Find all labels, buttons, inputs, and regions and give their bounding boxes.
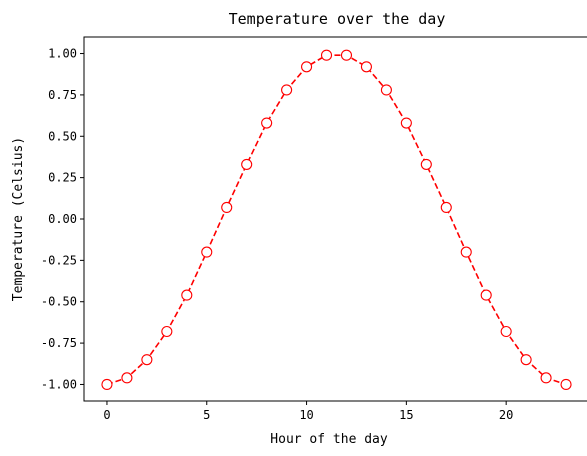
data-point xyxy=(520,354,532,366)
data-point xyxy=(500,325,512,338)
x-axis: 0 5 10 15 20 xyxy=(103,401,513,422)
data-point xyxy=(460,246,472,258)
y-axis-label: Temperature (Celsius) xyxy=(11,137,26,301)
data-point xyxy=(241,158,253,170)
data-point xyxy=(261,117,273,129)
x-tick-label: 15 xyxy=(399,408,413,422)
data-point xyxy=(380,84,392,96)
plot-area xyxy=(101,49,572,391)
data-point xyxy=(420,158,432,170)
data-point xyxy=(141,354,153,366)
y-tick-label: 0.00 xyxy=(48,212,77,226)
data-point xyxy=(540,372,552,384)
data-point xyxy=(221,201,233,213)
plot-frame xyxy=(83,36,587,402)
data-point xyxy=(440,201,452,213)
y-tick-label: 1.00 xyxy=(48,47,77,61)
data-point xyxy=(400,117,412,129)
data-point xyxy=(560,378,572,391)
y-tick-label: 0.75 xyxy=(48,88,77,102)
x-axis-label: Hour of the day xyxy=(270,432,388,447)
data-point xyxy=(281,84,293,96)
y-tick-label: -0.25 xyxy=(41,253,77,267)
y-tick-label: 0.50 xyxy=(48,129,77,143)
y-axis: -1.00 -0.75 -0.50 -0.25 0.00 0.25 0.50 0.75 1.00 xyxy=(41,47,84,391)
data-point xyxy=(181,289,193,301)
series-line xyxy=(106,54,567,386)
y-tick-label: -0.50 xyxy=(41,295,77,309)
y-tick-label: -1.00 xyxy=(41,377,77,391)
data-point xyxy=(101,378,113,391)
chart-title: Temperature over the day xyxy=(229,10,446,28)
data-point xyxy=(480,289,492,301)
x-tick-label: 5 xyxy=(203,408,210,422)
data-point xyxy=(360,61,372,73)
data-point xyxy=(320,49,333,61)
y-tick-label: -0.75 xyxy=(41,336,77,350)
x-tick-label: 0 xyxy=(103,408,110,422)
data-point xyxy=(161,325,173,338)
data-point xyxy=(121,372,133,384)
data-point xyxy=(201,246,213,258)
y-tick-label: 0.25 xyxy=(48,171,77,185)
data-point xyxy=(301,61,313,73)
x-tick-label: 20 xyxy=(499,408,513,422)
x-tick-label: 10 xyxy=(299,408,313,422)
data-point xyxy=(340,49,353,61)
